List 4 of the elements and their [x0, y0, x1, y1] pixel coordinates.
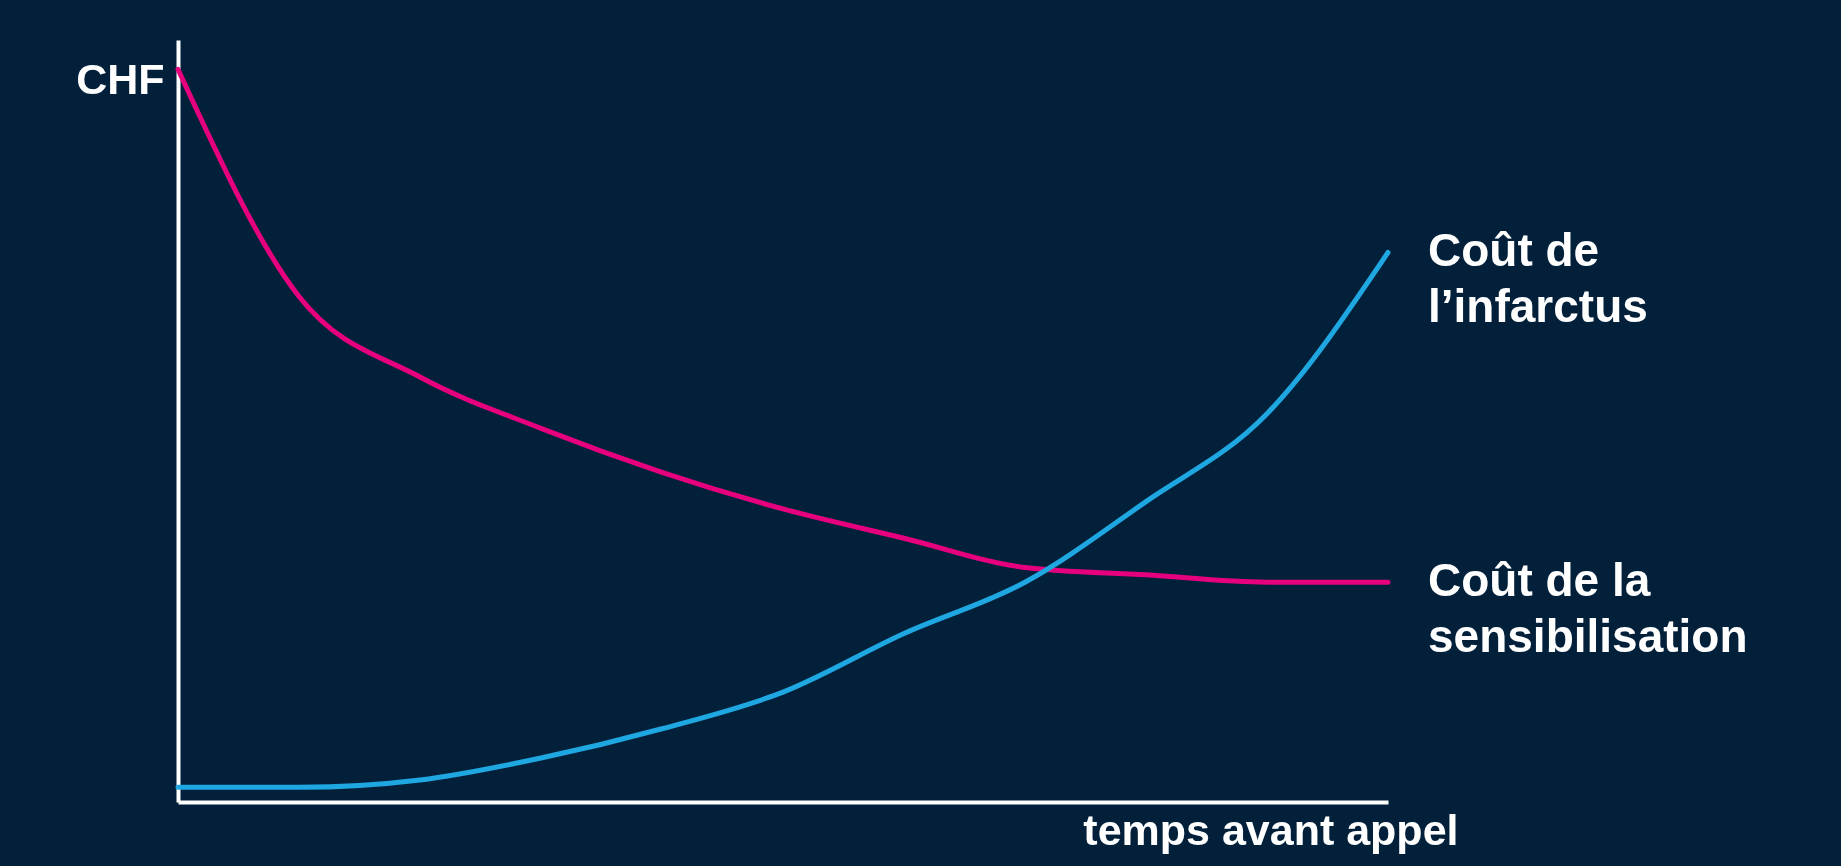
- y-axis-title: CHF: [76, 54, 165, 103]
- series-label: Coût de la sensibilisation: [1428, 554, 1748, 663]
- series-label: Coût de l’infarctus: [1428, 224, 1648, 333]
- x-axis-title: temps avant appel: [1083, 805, 1459, 854]
